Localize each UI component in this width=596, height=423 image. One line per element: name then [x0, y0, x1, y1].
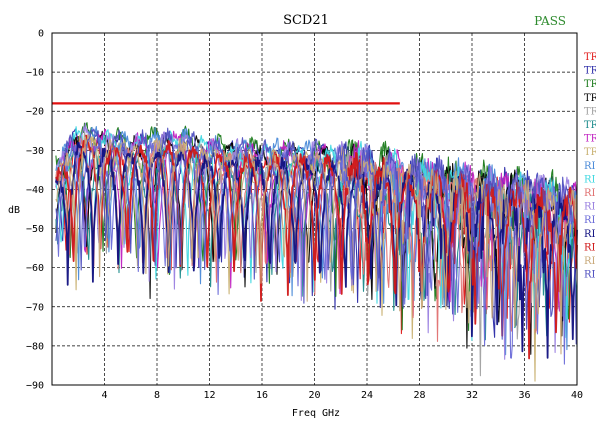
- y-tick-label: −70: [26, 302, 44, 313]
- y-tick-label: −10: [26, 68, 44, 79]
- legend-item: RI: [584, 270, 596, 281]
- y-tick-labels: 0 −10 −20 −30 −40 −50 −60 −70 −80 −90: [26, 29, 44, 392]
- legend-item: TR: [584, 106, 596, 117]
- plot-frame: [51, 32, 578, 386]
- status-badge: PASS: [534, 14, 566, 28]
- trace-line: [55, 141, 578, 359]
- x-tick-labels: 4 8 12 16 20 24 28 32 36 40: [101, 390, 583, 401]
- x-tick-label: 8: [154, 390, 160, 401]
- x-axis-label: Freq GHz: [292, 408, 340, 419]
- legend-item: RI: [584, 215, 596, 226]
- legend-item: RI: [584, 174, 596, 185]
- y-tick-label: −20: [26, 107, 44, 118]
- legend-item: TR: [584, 66, 596, 77]
- y-axis-label: dB: [8, 205, 20, 216]
- x-tick-label: 16: [256, 390, 268, 401]
- x-tick-label: 4: [101, 390, 107, 401]
- x-tick-label: 32: [466, 390, 478, 401]
- y-tick-label: −40: [26, 185, 44, 196]
- y-tick-label: −90: [26, 381, 44, 392]
- y-tick-label: −30: [26, 146, 44, 157]
- legend-item: TR: [584, 79, 596, 90]
- legend-item: TR: [584, 120, 596, 131]
- y-tick-label: 0: [38, 29, 44, 40]
- legend-item: TR: [584, 147, 596, 158]
- trace-group: [55, 122, 578, 382]
- legend-item: RI: [584, 229, 596, 240]
- legend-item: TR: [584, 93, 596, 104]
- chart-title: SCD21: [283, 13, 329, 28]
- x-tick-label: 28: [413, 390, 425, 401]
- legend-item: TR: [584, 52, 596, 63]
- x-tick-label: 40: [571, 390, 583, 401]
- legend: TR TR TR TR TR TR TR TR RI RI RI RI RI RI RI RI RI: [584, 52, 596, 281]
- trace-line: [55, 127, 578, 345]
- y-tick-label: −80: [26, 341, 44, 352]
- y-tick-label: −50: [26, 224, 44, 235]
- trace-line: [55, 122, 578, 360]
- trace-line: [55, 134, 578, 355]
- y-tick-label: −60: [26, 263, 44, 274]
- legend-item: RI: [584, 188, 596, 199]
- legend-item: RI: [584, 242, 596, 253]
- legend-item: RI: [584, 256, 596, 267]
- x-tick-label: 24: [361, 390, 373, 401]
- legend-item: RI: [584, 161, 596, 172]
- x-tick-label: 12: [203, 390, 215, 401]
- x-tick-label: 20: [308, 390, 320, 401]
- legend-item: RI: [584, 202, 596, 213]
- trace-line: [55, 140, 578, 365]
- legend-item: TR: [584, 134, 596, 145]
- x-tick-label: 36: [518, 390, 530, 401]
